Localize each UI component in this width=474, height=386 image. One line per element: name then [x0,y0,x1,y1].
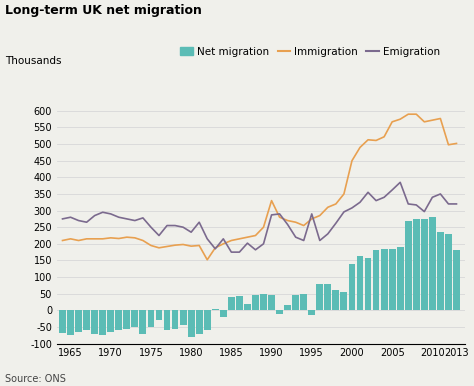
Bar [236,296,243,310]
Bar [147,310,155,327]
Bar [413,219,419,310]
Legend: Net migration, Immigration, Emigration: Net migration, Immigration, Emigration [176,42,444,61]
Bar [99,310,106,335]
Bar [196,310,202,334]
Bar [212,309,219,310]
Bar [429,217,436,310]
Bar [445,234,452,310]
Bar [268,295,275,310]
Bar [284,305,291,310]
Bar [67,310,74,335]
Bar [91,310,98,334]
Bar [397,247,404,310]
Bar [83,310,90,330]
Bar [139,310,146,334]
Bar [332,290,339,310]
Text: Thousands: Thousands [5,56,61,66]
Bar [59,310,66,333]
Bar [405,220,411,310]
Bar [453,251,460,310]
Bar [276,310,283,313]
Bar [381,249,388,310]
Bar [188,310,194,337]
Bar [131,310,138,327]
Bar [123,310,130,328]
Bar [228,297,235,310]
Bar [292,295,299,310]
Bar [75,310,82,332]
Bar [365,258,372,310]
Bar [180,310,187,325]
Bar [107,310,114,332]
Bar [356,256,364,310]
Text: Source: ONS: Source: ONS [5,374,65,384]
Bar [244,304,251,310]
Bar [115,310,122,330]
Bar [421,219,428,310]
Bar [220,310,227,317]
Bar [260,294,267,310]
Bar [155,310,163,320]
Bar [172,310,179,328]
Bar [437,232,444,310]
Bar [301,294,307,310]
Bar [389,249,396,310]
Bar [164,310,171,330]
Bar [309,310,315,315]
Bar [340,292,347,310]
Bar [324,284,331,310]
Bar [348,264,356,310]
Bar [204,310,210,330]
Bar [373,251,380,310]
Text: Long-term UK net migration: Long-term UK net migration [5,4,201,17]
Bar [316,284,323,310]
Bar [252,295,259,310]
